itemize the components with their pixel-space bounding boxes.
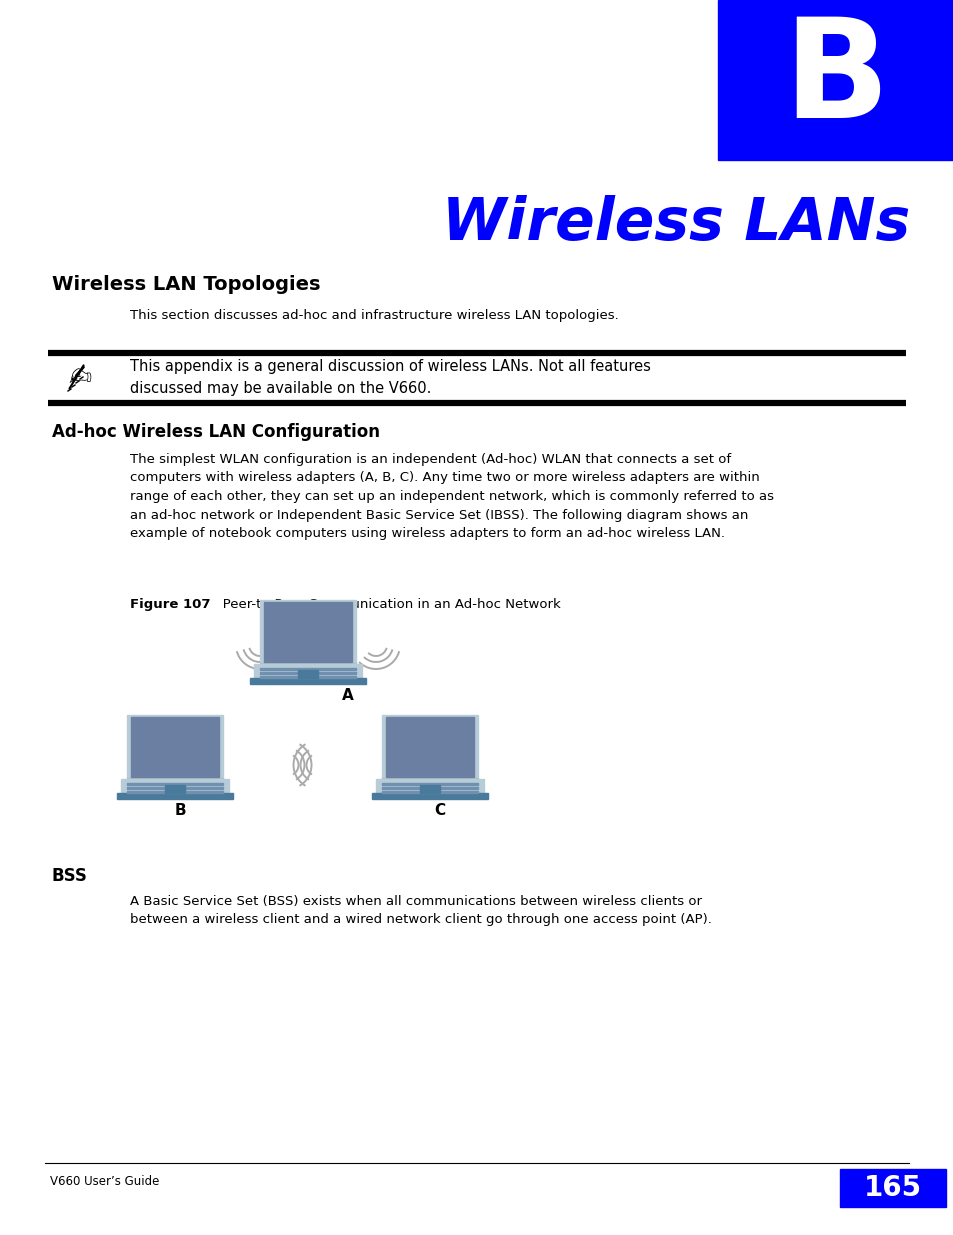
Text: Figure 107: Figure 107 [130,598,211,611]
Bar [250,678,366,684]
Text: Peer-to-Peer Communication in an Ad-hoc Network: Peer-to-Peer Communication in an Ad-hoc … [210,598,560,611]
Bar [381,783,477,785]
Bar [253,664,361,679]
Bar [127,783,223,785]
Text: Wireless LAN Topologies: Wireless LAN Topologies [52,275,320,294]
Bar [127,790,223,793]
Text: B: B [782,12,888,147]
Text: C: C [434,803,445,818]
Bar [127,778,223,781]
Bar [260,676,355,678]
Bar [718,0,953,161]
Bar [381,790,477,793]
Bar [131,718,219,777]
Bar [260,600,355,664]
Bar [297,671,317,678]
Bar [386,718,474,777]
Text: This section discusses ad-hoc and infrastructure wireless LAN topologies.: This section discusses ad-hoc and infras… [130,309,618,322]
Text: BSS: BSS [52,867,88,885]
Text: A Basic Service Set (BSS) exists when all communications between wireless client: A Basic Service Set (BSS) exists when al… [130,895,711,926]
Text: This appendix is a general discussion of wireless LANs. Not all features: This appendix is a general discussion of… [130,359,650,374]
Bar [381,715,477,779]
Bar [127,715,223,779]
Text: 165: 165 [863,1174,922,1202]
Bar [264,601,352,662]
Text: Wireless LANs: Wireless LANs [441,195,909,252]
Bar [840,1170,945,1207]
Bar [372,793,488,799]
Bar [260,667,355,671]
Bar [117,793,233,799]
Bar [381,778,477,781]
Bar [381,787,477,789]
Text: Ad-hoc Wireless LAN Configuration: Ad-hoc Wireless LAN Configuration [52,424,379,441]
Bar [127,787,223,789]
Bar [121,779,229,794]
Text: B: B [174,803,186,818]
Text: discussed may be available on the V660.: discussed may be available on the V660. [130,382,431,396]
Text: V660 User’s Guide: V660 User’s Guide [50,1174,159,1188]
Bar [260,672,355,674]
Text: The simplest WLAN configuration is an independent (Ad-hoc) WLAN that connects a : The simplest WLAN configuration is an in… [130,453,773,540]
Bar [260,663,355,666]
Bar [165,785,185,793]
Bar [419,785,439,793]
Text: ✍: ✍ [69,363,91,391]
Bar [375,779,483,794]
Text: A: A [342,688,354,703]
